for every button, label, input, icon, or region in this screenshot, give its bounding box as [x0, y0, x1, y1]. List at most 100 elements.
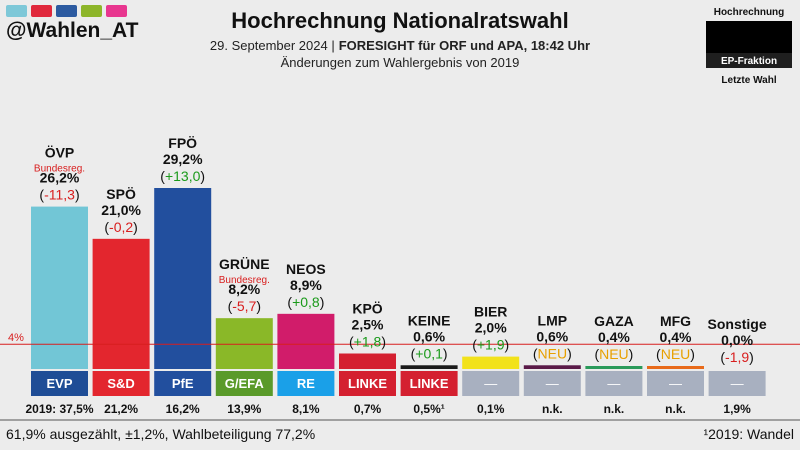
- bar-note-label: Bundesreg.: [219, 275, 270, 286]
- bar-change-label: (+1,8): [349, 334, 386, 350]
- subtitle-source: FORESIGHT für ORF und APA, 18:42 Uhr: [339, 38, 590, 53]
- faction-box: [647, 371, 704, 396]
- bar-0: [31, 206, 88, 369]
- faction-label: —: [546, 376, 559, 391]
- last-election-label: 2019: 37,5%: [25, 402, 93, 416]
- last-election-label: 0,5%¹: [413, 402, 444, 416]
- footer-right: ¹2019: Wandel: [703, 426, 794, 442]
- bar-party-label: GAZA: [594, 313, 634, 329]
- last-election-label: n.k.: [604, 402, 625, 416]
- bar-value-label: 2,5%: [352, 317, 384, 333]
- handle-swatch: [106, 5, 127, 17]
- bar-value-label: 8,9%: [290, 277, 322, 293]
- bar-7: [462, 356, 520, 369]
- faction-label: LINKE: [410, 376, 449, 391]
- faction-box: [277, 371, 335, 396]
- bar-party-label: GRÜNE: [219, 256, 270, 272]
- bar-8: [523, 365, 581, 369]
- faction-label: EVP: [46, 376, 72, 391]
- handle-swatch: [81, 5, 102, 17]
- bar-change-label: (+13,0): [160, 168, 205, 184]
- last-election-row: 2019: 37,5% 21,2% 16,2% 13,9% 8,1% 0,7% 0,5%¹ 0…: [25, 402, 751, 416]
- last-election-label: 1,9%: [723, 402, 751, 416]
- bar-party-label: LMP: [538, 312, 568, 328]
- faction-label: —: [484, 376, 497, 391]
- handle-swatch: [31, 5, 52, 17]
- faction-box: [31, 371, 88, 396]
- page-title: Hochrechnung Nationalratswahl: [231, 8, 568, 33]
- bar-value-label: 0,6%: [413, 328, 445, 344]
- faction-label: PfE: [172, 376, 194, 391]
- bar-value-label: 26,2%: [40, 170, 80, 186]
- bar-change-label: (-5,7): [228, 298, 261, 314]
- faction-label: G/EFA: [225, 376, 265, 391]
- bar-value-label: 2,0%: [475, 320, 507, 336]
- bar-3: [215, 318, 273, 369]
- bar-party-label: KPÖ: [352, 301, 382, 317]
- bar-10: [647, 366, 704, 369]
- subtitle-date: 29. September 2024 |: [210, 38, 335, 53]
- subtitle: 29. September 2024 | FORESIGHT für ORF un…: [210, 38, 590, 53]
- last-election-label: n.k.: [542, 402, 563, 416]
- legend-bottom-label: Letzte Wahl: [721, 75, 776, 86]
- bar-change-label: (NEU): [656, 346, 695, 362]
- faction-label: RE: [297, 376, 315, 391]
- bar-labels: (-11,3)26,2% Bundesreg. ÖVP (-0,2)21,0%SPÖ (…: [34, 135, 767, 365]
- faction-box: [215, 371, 273, 396]
- bar-value-label: 0,0%: [721, 332, 753, 348]
- faction-box: [585, 371, 643, 396]
- bar-change-label: (NEU): [533, 345, 572, 361]
- bar-party-label: KEINE: [408, 312, 451, 328]
- faction-box: [92, 371, 150, 396]
- handle-swatches: [6, 5, 127, 17]
- bar-value-label: 0,6%: [536, 328, 568, 344]
- legend: Hochrechnung EP-Fraktion Letzte Wahl: [706, 7, 792, 86]
- bar-party-label: ÖVP: [45, 145, 75, 161]
- bar-change-label: (-0,2): [104, 219, 137, 235]
- last-election-label: 21,2%: [104, 402, 138, 416]
- faction-label: —: [607, 376, 620, 391]
- faction-box: [400, 371, 458, 396]
- handle-swatch: [6, 5, 27, 17]
- bar-2: [154, 188, 212, 369]
- bar-9: [585, 366, 643, 369]
- bars: [31, 188, 704, 369]
- bar-change-label: (+0,1): [411, 345, 448, 361]
- faction-row: EVP S&D PfE G/EFA RE LINKE LINKE — — — — —: [31, 371, 766, 396]
- bar-change-label: (-11,3): [39, 187, 79, 203]
- bar-change-label: (+1,9): [472, 337, 509, 353]
- faction-box: [708, 371, 766, 396]
- bar-value-label: 8,2%: [228, 281, 260, 297]
- bar-change-label: (+0,8): [287, 294, 324, 310]
- last-election-label: 16,2%: [166, 402, 200, 416]
- faction-box: [523, 371, 581, 396]
- faction-label: LINKE: [348, 376, 387, 391]
- bar-party-label: SPÖ: [106, 186, 136, 202]
- bar-party-label: NEOS: [286, 261, 326, 277]
- faction-box: [339, 371, 396, 396]
- faction-label: —: [669, 376, 682, 391]
- threshold-label: 4%: [8, 332, 24, 344]
- faction-label: S&D: [107, 376, 134, 391]
- faction-label: —: [731, 376, 744, 391]
- footer-left: 61,9% ausgezählt, ±1,2%, Wahlbeteiligung…: [6, 426, 315, 442]
- subtitle-changes: Änderungen zum Wahlergebnis von 2019: [281, 55, 520, 70]
- bar-value-label: 21,0%: [101, 202, 141, 218]
- legend-top-label: Hochrechnung: [714, 7, 785, 18]
- bar-value-label: 0,4%: [598, 329, 630, 345]
- bar-party-label: Sonstige: [708, 316, 767, 332]
- last-election-label: 8,1%: [292, 402, 320, 416]
- bar-5: [339, 353, 396, 369]
- legend-middle-label: EP-Fraktion: [721, 56, 777, 67]
- bar-6: [400, 365, 458, 369]
- last-election-label: n.k.: [665, 402, 686, 416]
- bar-party-label: FPÖ: [168, 135, 197, 151]
- legend-bar-swatch: [706, 21, 792, 53]
- faction-box: [154, 371, 212, 396]
- bar-change-label: (NEU): [594, 346, 633, 362]
- bar-party-label: MFG: [660, 313, 691, 329]
- handle-swatch: [56, 5, 77, 17]
- last-election-label: 13,9%: [227, 402, 261, 416]
- last-election-label: 0,1%: [477, 402, 505, 416]
